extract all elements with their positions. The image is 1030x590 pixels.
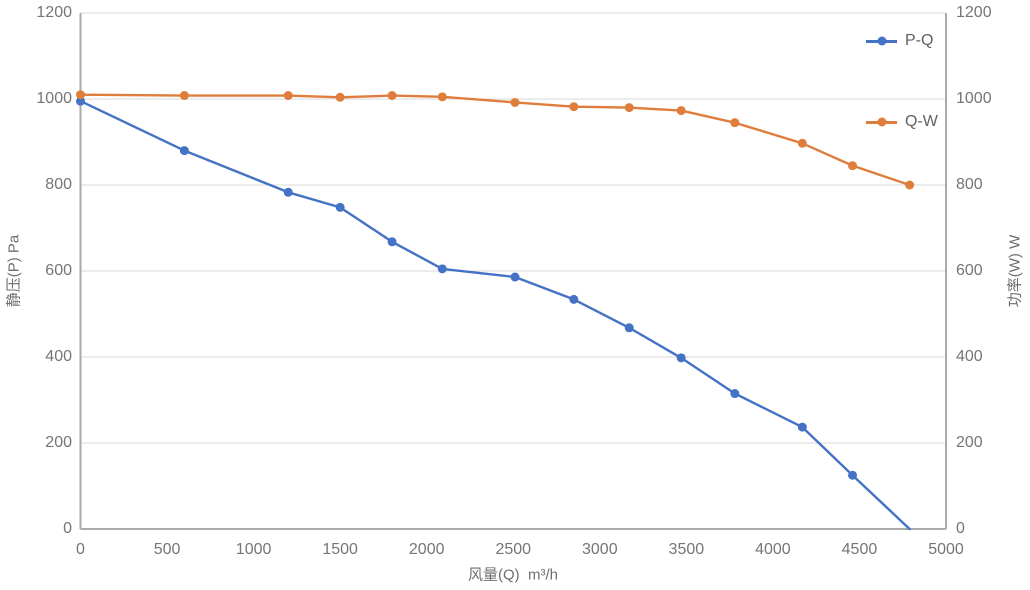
- x-tick: 2500: [495, 541, 532, 558]
- data-point-q-w: [624, 103, 634, 113]
- legend-label-q-w: Q-W: [905, 113, 938, 130]
- data-point-q-w: [335, 92, 345, 102]
- data-point-p-q: [676, 353, 686, 363]
- data-point-q-w: [848, 161, 858, 171]
- data-point-q-w: [387, 91, 397, 101]
- x-tick: 4000: [755, 541, 791, 558]
- dot-marker-icon: [877, 117, 886, 127]
- data-point-q-w: [730, 118, 740, 128]
- y-tick-right: 1200: [956, 4, 992, 21]
- y-tick-right: 600: [956, 262, 983, 279]
- y-tick-left: 600: [45, 262, 72, 279]
- y-tick-left: 1200: [36, 4, 72, 21]
- series-line-p-q: [79, 99, 911, 531]
- x-tick: 2000: [408, 541, 445, 558]
- data-point-p-q: [387, 237, 397, 247]
- x-tick: 0: [76, 541, 85, 558]
- legend-item-p-q: P-Q: [866, 32, 933, 50]
- data-point-p-q: [283, 187, 293, 197]
- y-tick-right: 400: [956, 348, 983, 365]
- y-tick-left: 200: [45, 434, 72, 451]
- x-axis-title: 风量(Q) m³/h: [468, 566, 558, 584]
- y-tick-left: 0: [63, 520, 72, 537]
- x-tick: 3000: [582, 541, 618, 558]
- data-point-q-w: [905, 180, 915, 190]
- data-point-p-q: [76, 96, 85, 106]
- y-tick-right: 0: [956, 520, 965, 537]
- data-point-p-q: [848, 470, 858, 480]
- y-tick-left: 1000: [36, 90, 72, 107]
- data-point-p-q: [510, 272, 520, 282]
- x-tick: 5000: [928, 541, 964, 558]
- y-tick-left: 800: [45, 176, 72, 193]
- y-tick-right: 200: [956, 434, 983, 451]
- data-point-p-q: [335, 202, 345, 212]
- x-tick: 1500: [322, 541, 358, 558]
- y-tick-right: 1000: [956, 90, 992, 107]
- data-point-q-w: [569, 102, 579, 112]
- data-point-p-q: [437, 264, 447, 274]
- x-tick: 500: [153, 541, 181, 558]
- x-tick: 1000: [235, 541, 272, 558]
- y-axis-title-right: 功率(W) W: [1006, 234, 1024, 308]
- legend-item-q-w: Q-W: [866, 113, 938, 131]
- data-point-q-w: [437, 92, 447, 102]
- data-point-p-q: [730, 389, 740, 399]
- dot-marker-icon: [877, 36, 886, 46]
- y-axis-title-left: 静压(P) Pa: [5, 234, 23, 308]
- data-point-q-w: [510, 97, 520, 107]
- series-line-q-w: [79, 93, 911, 187]
- data-point-p-q: [624, 323, 634, 333]
- legend-label-p-q: P-Q: [905, 32, 934, 49]
- data-point-p-q: [797, 422, 807, 432]
- data-point-q-w: [76, 90, 85, 100]
- y-tick-right: 800: [956, 176, 983, 193]
- data-point-p-q: [179, 146, 189, 156]
- line-marker-icon: [866, 117, 897, 127]
- data-point-q-w: [676, 106, 686, 116]
- data-point-p-q: [569, 294, 579, 304]
- x-tick: 4500: [841, 541, 878, 558]
- data-point-q-w: [797, 138, 807, 148]
- data-point-q-w: [283, 91, 293, 101]
- x-tick: 3500: [668, 541, 705, 558]
- line-marker-icon: [866, 36, 897, 46]
- y-tick-left: 400: [45, 348, 72, 365]
- data-point-q-w: [179, 91, 189, 101]
